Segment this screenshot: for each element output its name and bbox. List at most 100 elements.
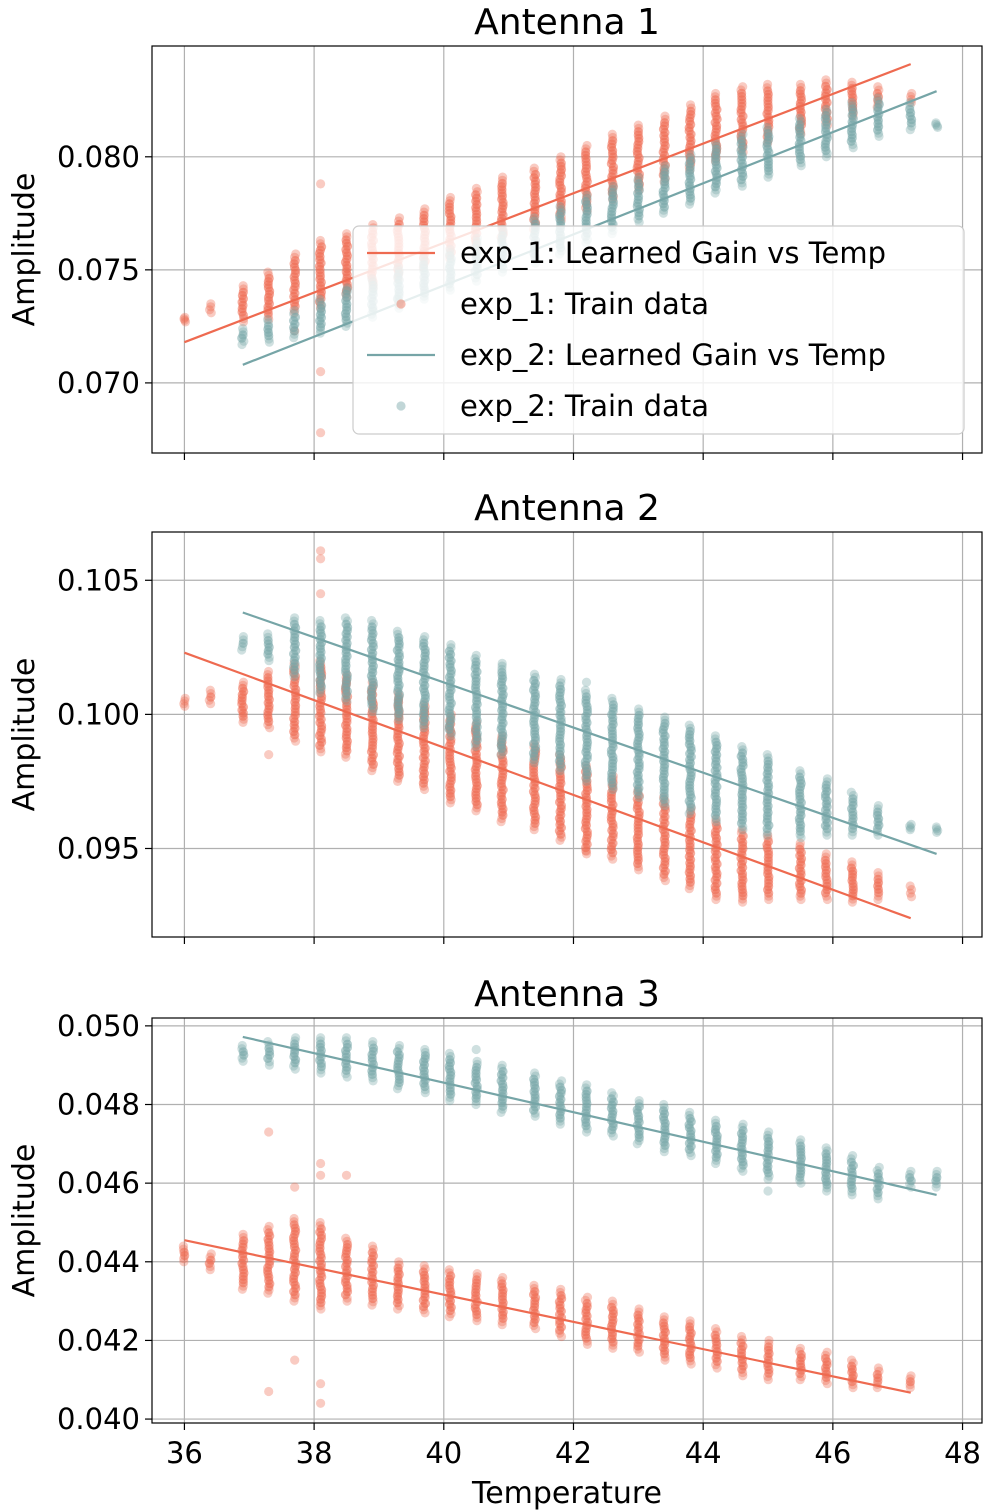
- y-tick-label: 0.042: [57, 1323, 140, 1357]
- data-point: [179, 699, 189, 709]
- series-exp_2-points: [237, 93, 943, 350]
- data-point: [368, 1073, 378, 1083]
- data-point: [315, 685, 325, 695]
- data-point: [471, 806, 481, 816]
- x-axis-label: Temperature: [471, 1476, 662, 1511]
- data-point: [290, 1058, 300, 1068]
- outlier-point: [581, 677, 592, 687]
- data-point: [367, 700, 377, 710]
- data-point: [711, 1152, 721, 1162]
- legend: [352, 225, 965, 435]
- x-tick-label: 46: [814, 1436, 851, 1470]
- data-point: [470, 738, 480, 748]
- y-tick-label: 0.075: [57, 253, 140, 287]
- data-point: [392, 1084, 403, 1094]
- data-point: [607, 778, 617, 788]
- data-point: [180, 312, 190, 322]
- data-point: [238, 632, 248, 642]
- data-point: [907, 121, 917, 131]
- data-point: [659, 202, 670, 212]
- data-point: [419, 781, 429, 791]
- data-point: [905, 1380, 915, 1390]
- data-point: [206, 692, 216, 702]
- data-point: [206, 302, 216, 312]
- data-point: [906, 819, 916, 830]
- data-point: [316, 1062, 326, 1072]
- data-point: [368, 762, 378, 773]
- data-point: [446, 731, 456, 741]
- data-point: [738, 1160, 748, 1170]
- data-point: [685, 196, 695, 206]
- data-point: [555, 1119, 565, 1129]
- data-point: [445, 792, 455, 802]
- data-point: [873, 894, 883, 905]
- data-point: [472, 1313, 482, 1323]
- data-point: [764, 169, 774, 179]
- y-axis-label: Amplitude: [7, 1144, 42, 1298]
- data-point: [420, 1081, 430, 1092]
- outlier-point: [290, 1355, 300, 1365]
- data-point: [290, 613, 300, 623]
- outlier-point: [316, 1158, 326, 1169]
- data-point: [932, 121, 942, 131]
- data-point: [659, 872, 669, 883]
- data-point: [932, 827, 942, 838]
- y-tick-label: 0.050: [57, 1009, 140, 1043]
- data-point: [822, 1180, 832, 1190]
- chart-title: Antenna 2: [474, 488, 660, 529]
- data-point: [931, 1176, 941, 1186]
- series-exp_1-points: [179, 546, 917, 907]
- data-point: [821, 152, 831, 162]
- data-point: [238, 711, 248, 721]
- data-point: [342, 746, 352, 756]
- data-point: [847, 1190, 857, 1200]
- data-point: [659, 205, 669, 215]
- data-point: [341, 693, 351, 703]
- data-point: [368, 759, 378, 770]
- data-point: [394, 708, 404, 719]
- data-point: [763, 1168, 774, 1178]
- data-point: [239, 714, 249, 724]
- panel-antenna-3: [145, 1017, 983, 1430]
- data-point: [289, 304, 299, 315]
- data-point: [738, 825, 748, 835]
- data-point: [582, 1339, 593, 1349]
- data-point: [367, 1300, 377, 1310]
- data-point: [634, 172, 644, 182]
- data-point: [848, 143, 858, 153]
- data-point: [205, 1261, 215, 1272]
- data-point: [471, 1099, 481, 1110]
- data-point: [264, 652, 274, 663]
- data-point: [737, 178, 747, 188]
- data-point: [848, 827, 858, 837]
- data-point: [712, 1356, 722, 1366]
- data-point: [764, 1368, 774, 1378]
- data-point: [821, 75, 831, 85]
- data-point: [496, 1107, 506, 1117]
- data-point: [529, 1317, 539, 1328]
- data-point: [265, 723, 275, 733]
- legend-box: [352, 225, 965, 435]
- outlier-point: [341, 1170, 352, 1180]
- data-point: [315, 688, 325, 698]
- data-point: [471, 742, 481, 752]
- data-point: [316, 1304, 326, 1314]
- data-point: [264, 334, 274, 344]
- legend-marker-swatch: [396, 401, 406, 411]
- data-point: [822, 830, 832, 840]
- data-point: [498, 1101, 508, 1111]
- data-point: [291, 736, 301, 746]
- data-point: [660, 1140, 670, 1150]
- data-point: [737, 894, 748, 904]
- data-point: [394, 1078, 404, 1088]
- data-point: [291, 249, 301, 259]
- data-point: [529, 1320, 539, 1331]
- data-point: [685, 100, 696, 110]
- outlier-point: [471, 1044, 481, 1055]
- data-point: [608, 854, 618, 864]
- data-point: [848, 139, 858, 150]
- data-point: [237, 1053, 247, 1063]
- data-point: [420, 1088, 430, 1098]
- data-point: [206, 308, 216, 318]
- data-point: [711, 894, 721, 905]
